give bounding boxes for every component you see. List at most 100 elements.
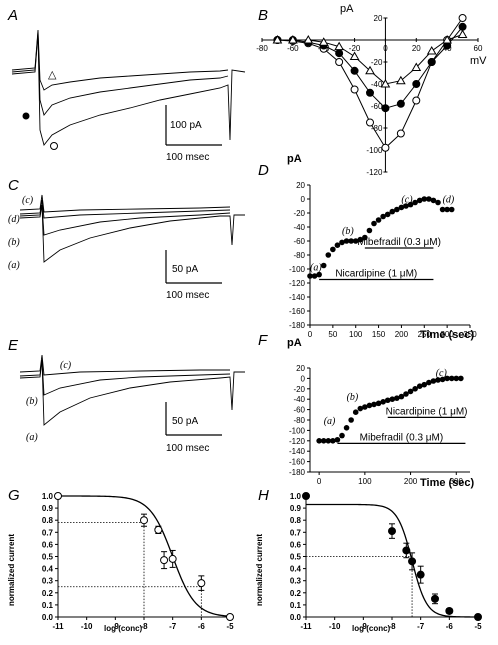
y-tick-label-D: 0	[301, 195, 306, 204]
point-D	[398, 204, 405, 211]
point-D	[421, 196, 428, 202]
trace-A-triangle	[11, 29, 229, 91]
point-D	[439, 206, 446, 213]
y-tick-label-H: 0.9	[290, 504, 302, 513]
point-B	[457, 29, 468, 38]
y-tick-label-B: -40	[371, 80, 383, 89]
point-B	[272, 34, 283, 44]
point-B	[350, 66, 359, 75]
point-F	[412, 386, 418, 392]
point-F	[343, 425, 350, 431]
ylabel-H: normalized current	[255, 534, 264, 606]
panel-letter-A: A	[7, 7, 18, 24]
point-B	[349, 51, 360, 60]
y-tick-label-D: -20	[293, 209, 305, 218]
y-tick-label-G: 0.7	[42, 528, 54, 537]
y-tick-label-F: -100	[289, 426, 306, 435]
point-F	[384, 397, 391, 404]
guide-line-G	[58, 586, 202, 617]
point-D	[343, 238, 350, 244]
trace-label-E-a: (a)	[26, 432, 38, 443]
point-B	[395, 75, 406, 85]
point-B	[366, 88, 374, 97]
x-tick-label-H: -5	[474, 622, 482, 631]
drug-bar-label-F-1: Mibefradil (0.3 μM)	[360, 432, 444, 443]
point-H	[388, 527, 396, 536]
y-tick-label-H: 0.6	[290, 540, 302, 549]
x-tick-label-F: 300	[450, 477, 464, 486]
y-tick-label-B: -120	[366, 168, 383, 177]
panel-letter-C: C	[8, 177, 19, 194]
point-D	[325, 252, 332, 258]
trace-A-open	[11, 33, 246, 146]
point-D	[311, 273, 318, 279]
point-D	[330, 246, 336, 253]
x-tick-label-D: 0	[308, 330, 313, 339]
y-tick-label-G: 0.4	[42, 565, 54, 574]
xlabel-B: mV	[470, 55, 487, 67]
trace-label-C-b: (b)	[8, 237, 20, 248]
x-tick-label-G: -9	[112, 622, 120, 631]
point-F	[371, 401, 377, 408]
point-G	[54, 492, 62, 500]
point-F	[453, 375, 460, 382]
point-G	[154, 525, 163, 534]
panel-G-dose-response: 0.0 0.1 0.2 0.3 0.4 0.5 0.6 0.7 0.8 0.9 1.0 -11 -10 -…	[42, 492, 234, 631]
y-tick-label-G: 0.3	[42, 577, 54, 586]
point-B	[458, 14, 467, 22]
scale-bar-E	[165, 402, 222, 436]
point-F	[362, 404, 368, 410]
point-F	[416, 383, 423, 390]
y-tick-label-H: 0.2	[290, 589, 302, 598]
point-D	[416, 197, 423, 204]
point-B	[366, 118, 374, 127]
point-B	[335, 49, 344, 58]
drug-bar-label-F-0: Nicardipine (1 μM)	[386, 406, 468, 417]
point-label-D: (b)	[342, 226, 354, 237]
point-B	[396, 129, 405, 138]
point-B	[381, 104, 390, 113]
point-D	[339, 239, 345, 246]
x-tick-label-F: 200	[404, 477, 418, 486]
x-tick-label-B: 0	[383, 44, 388, 53]
scale-y-E: 50 pA	[172, 416, 198, 427]
y-tick-label-F: -160	[289, 458, 306, 467]
ylabel-G: normalized current	[7, 534, 16, 606]
y-tick-label-F: -180	[289, 468, 306, 477]
x-tick-label-H: -11	[300, 622, 312, 631]
x-tick-label-H: -7	[417, 622, 425, 631]
point-B	[303, 34, 314, 44]
trace-label-E-c: (c)	[60, 360, 72, 371]
point-H	[416, 570, 425, 579]
point-F	[421, 381, 428, 388]
point-B	[350, 85, 359, 94]
y-tick-label-G: 0.9	[42, 504, 54, 513]
point-B	[334, 41, 345, 51]
x-tick-label-D: 100	[349, 330, 363, 339]
trace-label-E-b: (b)	[26, 396, 38, 407]
x-tick-label-H: -6	[446, 622, 454, 631]
scale-x-C: 100 msec	[166, 290, 209, 301]
x-tick-label-B: -20	[349, 44, 361, 53]
panel-letter-F: F	[258, 332, 268, 349]
point-F	[426, 379, 432, 386]
panel-C-traces	[19, 194, 245, 263]
point-G	[226, 613, 234, 621]
point-F	[325, 438, 332, 444]
panel-B-iv-plot: -80-60-40-20020406020-20-40-60-80-100-12…	[256, 14, 483, 177]
y-tick-label-D: -60	[293, 237, 305, 246]
y-tick-label-H: 0.7	[290, 528, 302, 537]
point-H	[302, 492, 310, 500]
panel-A-traces	[11, 29, 246, 146]
point-B	[365, 65, 375, 75]
x-tick-label-D: 300	[440, 330, 454, 339]
trace-C-d	[19, 199, 231, 219]
point-B	[396, 99, 405, 108]
scale-bar-A	[165, 105, 222, 146]
trace-label-C-c: (c)	[22, 195, 34, 206]
point-B	[442, 34, 453, 44]
point-B	[426, 45, 437, 55]
point-H	[445, 606, 454, 615]
y-tick-label-G: 1.0	[42, 492, 54, 501]
